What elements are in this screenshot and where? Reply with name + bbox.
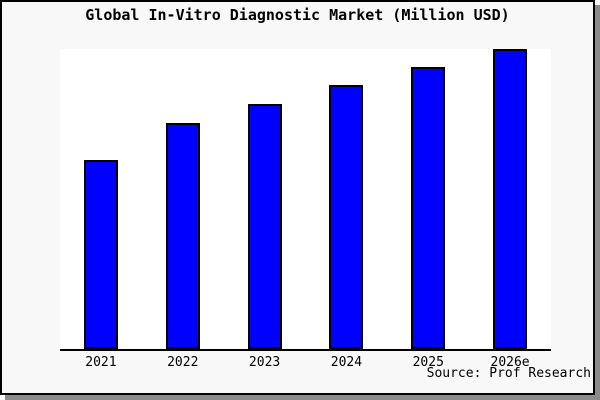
bar-2026e [493, 49, 528, 349]
x-tick-label-2024: 2024 [330, 355, 363, 370]
bar-2025 [411, 67, 446, 349]
bar-2021 [83, 160, 118, 349]
bar-2022 [165, 123, 200, 349]
source-label: Source: Prof Research [426, 366, 591, 381]
x-tick-label-2023: 2023 [248, 355, 281, 370]
bar-2024 [329, 85, 364, 349]
chart-title: Global In-Vitro Diagnostic Market (Milli… [85, 6, 510, 24]
x-tick-label-2022: 2022 [167, 355, 199, 370]
bars-container [60, 49, 551, 349]
bar-2023 [247, 104, 282, 349]
chart-panel: Global In-Vitro Diagnostic Market (Milli… [0, 0, 595, 395]
x-tick-label-2021: 2021 [85, 355, 117, 370]
x-axis-labels: 2021 2022 2023 2024 2025 2026e [60, 49, 551, 370]
x-tick-label-2025: 2025 [412, 355, 444, 370]
x-tick-label-2026e: 2026e [490, 355, 530, 370]
plot-area: 2021 2022 2023 2024 2025 2026e [60, 49, 551, 370]
